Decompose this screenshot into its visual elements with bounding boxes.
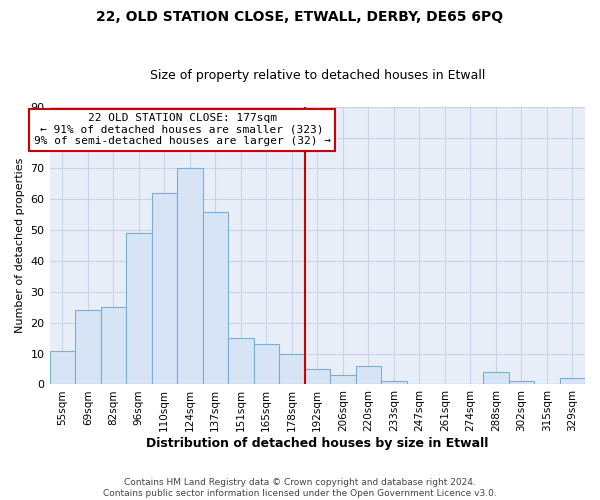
Bar [152,193,177,384]
Bar [101,308,126,384]
Bar [483,372,509,384]
Text: 22, OLD STATION CLOSE, ETWALL, DERBY, DE65 6PQ: 22, OLD STATION CLOSE, ETWALL, DERBY, DE… [97,10,503,24]
Bar [560,378,585,384]
Bar [203,212,228,384]
Bar [254,344,279,385]
Bar [356,366,381,384]
Y-axis label: Number of detached properties: Number of detached properties [15,158,25,334]
Bar [50,350,75,384]
Bar [228,338,254,384]
Bar [330,375,356,384]
Bar [75,310,101,384]
Text: 22 OLD STATION CLOSE: 177sqm
← 91% of detached houses are smaller (323)
9% of se: 22 OLD STATION CLOSE: 177sqm ← 91% of de… [34,113,331,146]
Bar [509,382,534,384]
Bar [177,168,203,384]
Bar [305,369,330,384]
Bar [126,234,152,384]
X-axis label: Distribution of detached houses by size in Etwall: Distribution of detached houses by size … [146,437,488,450]
Title: Size of property relative to detached houses in Etwall: Size of property relative to detached ho… [149,69,485,82]
Bar [381,382,407,384]
Text: Contains HM Land Registry data © Crown copyright and database right 2024.
Contai: Contains HM Land Registry data © Crown c… [103,478,497,498]
Bar [279,354,305,384]
